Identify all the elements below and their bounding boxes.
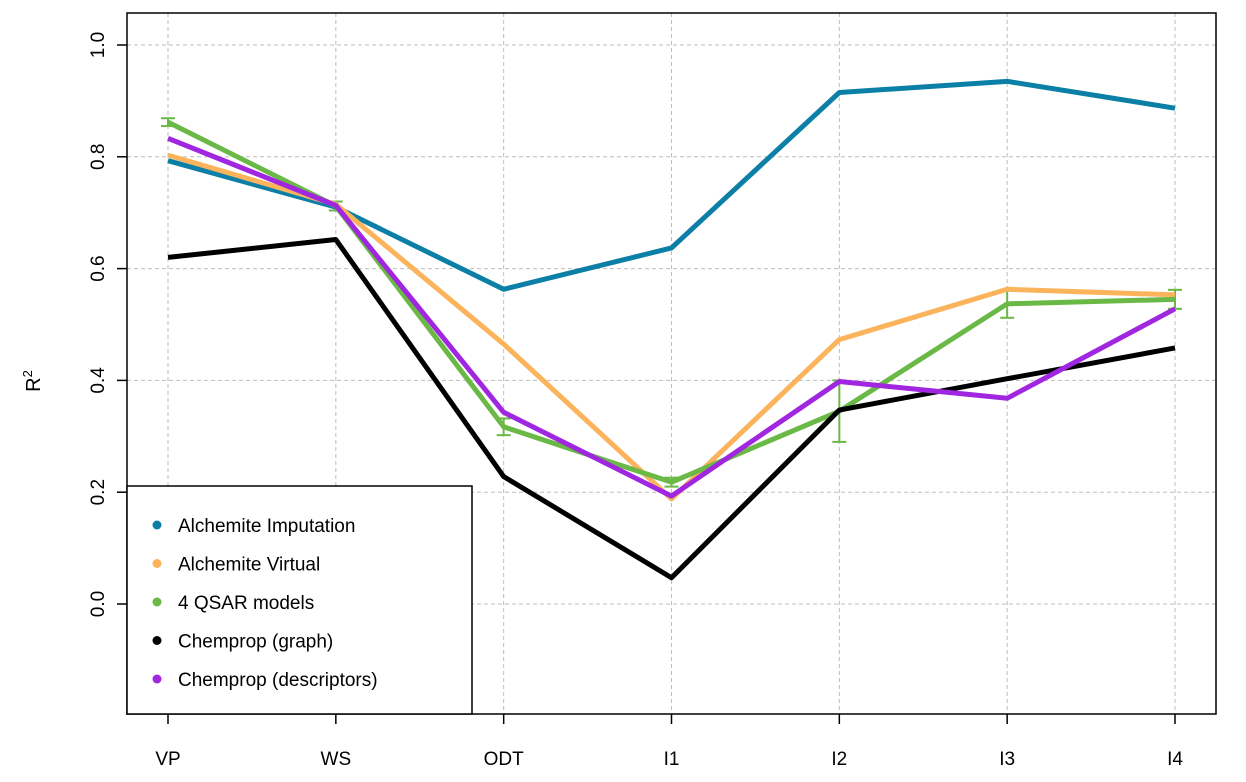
x-tick-label: I4 — [1167, 749, 1183, 770]
x-tick-label: ODT — [484, 749, 525, 770]
y-axis-label: R2 — [20, 370, 45, 392]
y-tick-label: 0.0 — [88, 591, 109, 617]
x-tick-label: WS — [321, 749, 352, 770]
legend-label: Chemprop (graph) — [178, 632, 333, 653]
axes: VP WS ODT I1 I2 I3 I4 0.0 0.2 0.4 0.6 0.8 1.0 — [88, 12, 1217, 770]
y-tick-label: 1.0 — [88, 32, 109, 58]
legend: Alchemite Imputation Alchemite Virtual 4 Q… — [126, 485, 473, 715]
x-tick-label: VP — [155, 749, 180, 770]
series-line-4 — [167, 237, 1176, 581]
y-tick-label: 0.2 — [88, 479, 109, 505]
legend-marker — [152, 520, 162, 530]
x-tick-label: I2 — [831, 749, 847, 770]
legend-label: Chemprop (descriptors) — [178, 670, 378, 691]
series-line-5 — [167, 136, 1177, 499]
legend-marker — [152, 559, 162, 568]
x-tick-label: I1 — [664, 749, 680, 770]
y-tick-label: 0.4 — [88, 367, 109, 394]
legend-marker — [152, 597, 162, 607]
legend-label: 4 QSAR models — [178, 593, 314, 614]
y-tick-label: 0.8 — [88, 144, 109, 170]
legend-marker — [152, 636, 162, 645]
y-tick-label: 0.6 — [88, 255, 109, 281]
series-lines — [166, 78, 1177, 581]
legend-box — [126, 485, 473, 715]
legend-marker — [152, 674, 162, 684]
x-tick-label: I3 — [999, 749, 1015, 770]
legend-label: Alchemite Imputation — [178, 516, 355, 537]
legend-label: Alchemite Virtual — [178, 555, 320, 576]
